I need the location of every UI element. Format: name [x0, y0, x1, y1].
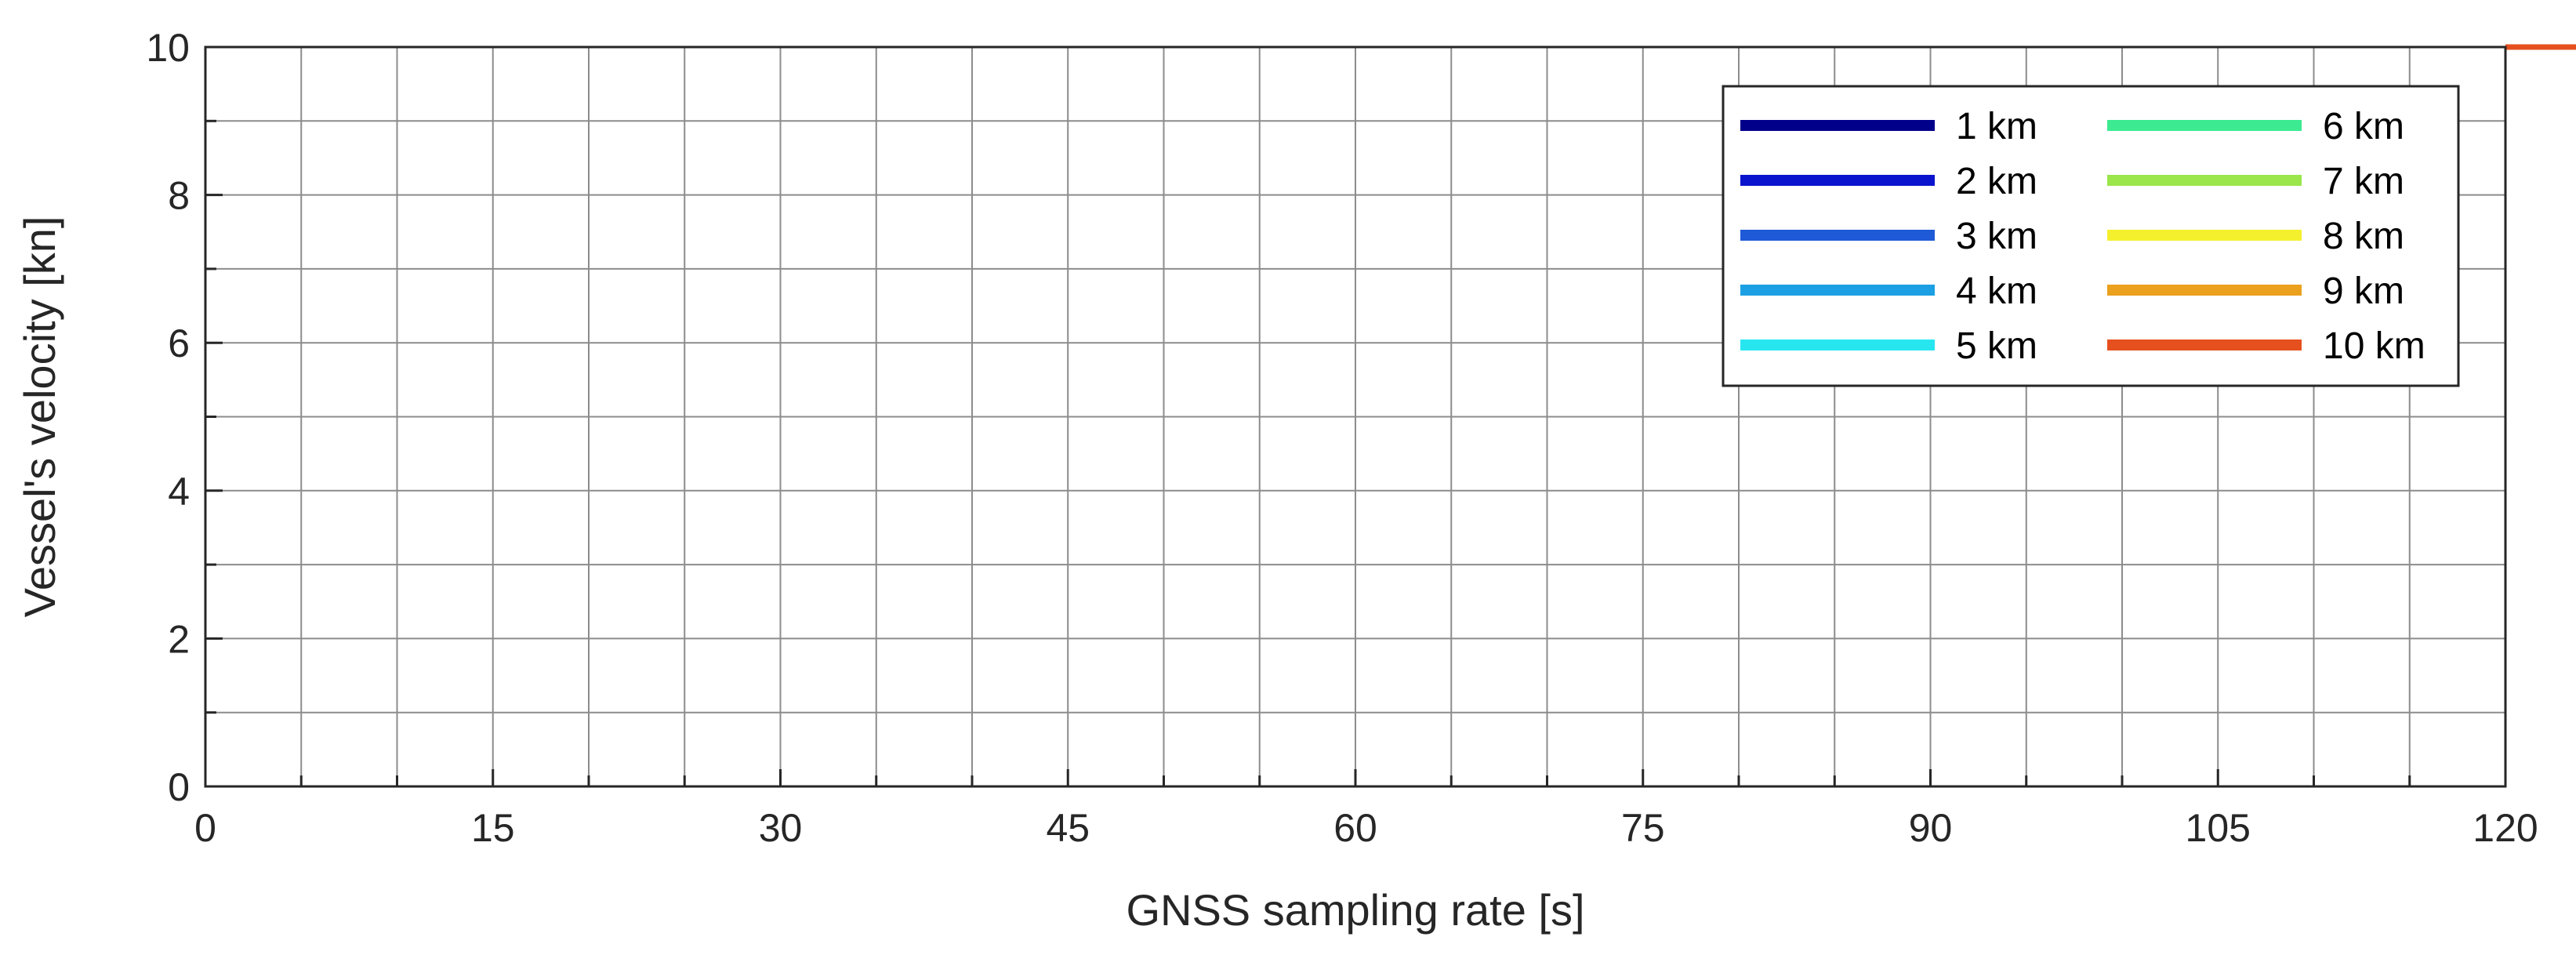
x-tick-label: 75 — [1621, 806, 1665, 850]
x-tick-label: 120 — [2473, 806, 2538, 850]
legend-label: 10 km — [2323, 325, 2425, 367]
legend-label: 2 km — [1956, 161, 2037, 202]
x-tick-label: 15 — [471, 806, 515, 850]
legend: 1 km 2 km 3 km 4 km 5 km 6 km 7 km 8 km 9 km 10 k… — [1722, 85, 2460, 387]
legend-label: 6 km — [2323, 106, 2404, 147]
x-tick-label: 0 — [194, 806, 216, 850]
y-tick-label: 6 — [168, 321, 190, 365]
x-tick-labels: 0 15 30 45 60 75 90 105 120 — [194, 806, 2538, 850]
plot-area-frame — [204, 45, 2507, 788]
x-tick-label: 60 — [1333, 806, 1377, 850]
y-tick-label: 8 — [168, 174, 190, 218]
y-axis-label: Vessel's velocity [kn] — [15, 216, 64, 618]
legend-label: 5 km — [1956, 325, 2037, 367]
legend-label: 7 km — [2323, 161, 2404, 202]
y-tick-label: 10 — [146, 26, 190, 70]
y-tick-labels: 0 2 4 6 8 10 — [146, 26, 190, 809]
x-tick-label: 105 — [2186, 806, 2251, 850]
legend-label: 1 km — [1956, 106, 2037, 147]
y-tick-label: 4 — [168, 470, 190, 514]
x-tick-label: 45 — [1046, 806, 1090, 850]
legend-label: 4 km — [1956, 271, 2037, 312]
x-tick-label: 90 — [1909, 806, 1953, 850]
legend-label: 9 km — [2323, 271, 2404, 312]
grid-lines — [205, 47, 2505, 786]
legend-label: 8 km — [2323, 216, 2404, 257]
y-tick-label: 0 — [168, 765, 190, 809]
x-axis-label: GNSS sampling rate [s] — [1126, 885, 1584, 935]
x-tick-label: 30 — [759, 806, 803, 850]
legend-label: 3 km — [1956, 216, 2037, 257]
y-tick-label: 2 — [168, 617, 190, 661]
